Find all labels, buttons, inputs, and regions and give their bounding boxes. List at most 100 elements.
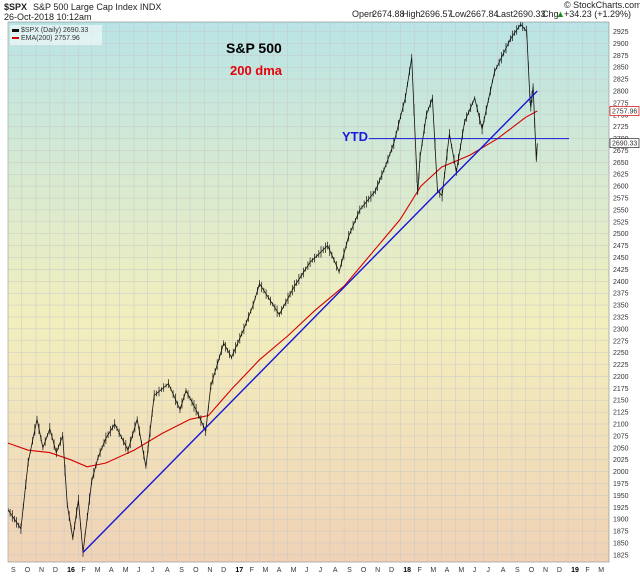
header-last-label: Last <box>496 9 514 19</box>
y-tick-label: 1900 <box>613 517 629 524</box>
header-brand: © StockCharts.com <box>564 0 640 10</box>
header-chg-arrow-icon: ▲ <box>556 9 565 19</box>
x-tick-label: J <box>137 567 141 574</box>
x-tick-label: 19 <box>571 567 579 574</box>
x-tick-label: M <box>430 567 436 574</box>
x-tick-label: S <box>11 567 16 574</box>
x-tick-label: M <box>291 567 297 574</box>
header-high: 2696.57 <box>420 9 453 19</box>
y-tick-label: 2625 <box>613 172 629 179</box>
y-tick-label: 2475 <box>613 243 629 250</box>
x-tick-label: N <box>39 567 44 574</box>
y-tick-label: 1825 <box>613 552 629 559</box>
x-tick-label: D <box>221 567 226 574</box>
y-tick-label: 1975 <box>613 481 629 488</box>
x-tick-label: 16 <box>67 567 75 574</box>
y-tick-label: 2400 <box>613 279 629 286</box>
x-tick-label: J <box>305 567 309 574</box>
y-tick-label: 2025 <box>613 457 629 464</box>
header-name: S&P 500 Large Cap Index INDX <box>33 2 161 12</box>
header-symbol: $SPX <box>4 2 27 12</box>
x-tick-label: D <box>53 567 58 574</box>
grid-horizontal <box>8 31 609 556</box>
x-tick-label: J <box>319 567 323 574</box>
x-tick-label: J <box>473 567 477 574</box>
y-tick-label: 2150 <box>613 398 629 405</box>
x-tick-label: M <box>123 567 129 574</box>
x-tick-label: F <box>417 567 421 574</box>
header-open: 2674.88 <box>372 9 405 19</box>
y-tick-label: 2850 <box>613 65 629 72</box>
y-tick-label: 2775 <box>613 100 629 107</box>
x-axis: S O N D 16 F M A M J J A S O N D 17 F M A M J J A S O N D 18 F M A M J J A S… <box>11 567 604 574</box>
x-tick-label: N <box>375 567 380 574</box>
y-tick-label: 2600 <box>613 184 629 191</box>
x-tick-label: F <box>81 567 85 574</box>
legend-ema: EMA(200) 2757.96 <box>21 35 80 42</box>
x-tick-label: F <box>250 567 254 574</box>
y-tick-label: 2650 <box>613 160 629 167</box>
x-tick-label: D <box>557 567 562 574</box>
price-tag-label: 2690.33 <box>612 141 637 148</box>
y-tick-label: 1850 <box>613 540 629 547</box>
grid-vertical <box>7 22 596 562</box>
y-tick-label: 2675 <box>613 148 629 155</box>
y-tick-label: 2550 <box>613 207 629 214</box>
y-tick-label: 2050 <box>613 445 629 452</box>
y-tick-label: 1925 <box>613 505 629 512</box>
x-tick-label: D <box>389 567 394 574</box>
y-tick-label: 2500 <box>613 231 629 238</box>
x-tick-label: A <box>109 567 114 574</box>
price-tag-box <box>609 138 640 149</box>
price-tag-box <box>609 106 640 116</box>
x-tick-label: 18 <box>403 567 411 574</box>
header-chg-label: Chg <box>542 9 559 19</box>
x-tick-label: O <box>361 567 367 574</box>
y-tick-label: 2925 <box>613 29 629 36</box>
annotation-ytd: YTD <box>342 129 368 144</box>
y-tick-label: 2825 <box>613 77 629 84</box>
chart-header: $SPX S&P 500 Large Cap Index INDX 26-Oct… <box>4 0 640 22</box>
x-tick-label: S <box>179 567 184 574</box>
header-high-label: High <box>402 9 421 19</box>
x-tick-label: J <box>151 567 155 574</box>
y-tick-label: 2875 <box>613 53 629 60</box>
y-tick-label: 2125 <box>613 410 629 417</box>
header-chg: +34.23 (+1.29%) <box>564 9 631 19</box>
y-tick-label: 2375 <box>613 291 629 298</box>
x-tick-label: O <box>25 567 31 574</box>
x-tick-label: J <box>486 567 490 574</box>
legend-price: $SPX (Daily) 2690.33 <box>21 27 88 34</box>
y-tick-label: 2200 <box>613 374 629 381</box>
y-axis: 1825 1850 1875 1900 1925 1950 1975 2000 2025 2050… <box>613 29 629 559</box>
x-tick-label: N <box>207 567 212 574</box>
y-tick-label: 2175 <box>613 386 629 393</box>
annotation-title: S&P 500 <box>226 40 282 56</box>
x-tick-label: M <box>458 567 464 574</box>
x-tick-label: M <box>263 567 269 574</box>
y-tick-label: 2575 <box>613 196 629 203</box>
header-open-label: Open <box>352 9 374 19</box>
annotation-dma: 200 dma <box>230 63 283 78</box>
y-tick-label: 2100 <box>613 422 629 429</box>
x-tick-label: A <box>333 567 338 574</box>
price-tags: 2757.96 2690.33 <box>609 106 640 149</box>
header-last: 2690.33 <box>513 9 546 19</box>
x-tick-label: S <box>515 567 520 574</box>
x-tick-label: M <box>598 567 604 574</box>
price-tag-label: 2757.96 <box>612 108 637 115</box>
y-tick-label: 2325 <box>613 314 629 321</box>
x-tick-label: M <box>95 567 101 574</box>
series-ema-line <box>8 110 538 468</box>
x-tick-label: O <box>529 567 535 574</box>
y-tick-label: 2425 <box>613 267 629 274</box>
header-low-label: Low <box>450 9 467 19</box>
y-tick-label: 2800 <box>613 88 629 95</box>
y-tick-label: 1950 <box>613 493 629 500</box>
x-tick-label: O <box>193 567 199 574</box>
x-tick-label: A <box>165 567 170 574</box>
header-datetime: 26-Oct-2018 10:12am <box>4 12 92 22</box>
y-tick-label: 2000 <box>613 469 629 476</box>
series-price-line <box>8 23 538 553</box>
